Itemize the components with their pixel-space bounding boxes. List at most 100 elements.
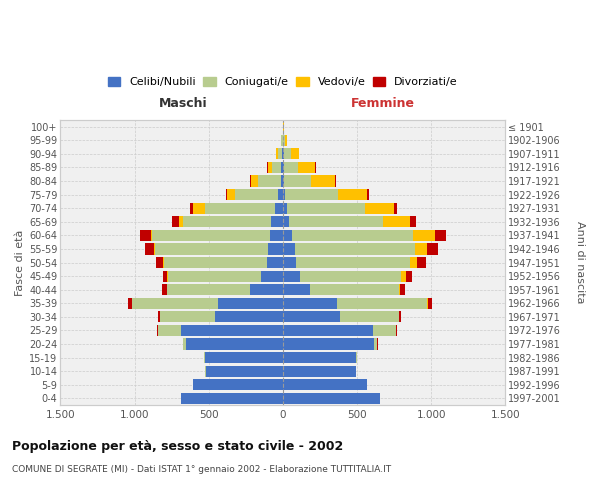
Bar <box>271 216 283 228</box>
Text: Popolazione per età, sesso e stato civile - 2002: Popolazione per età, sesso e stato civil… <box>12 440 343 453</box>
Bar <box>340 312 398 322</box>
Bar <box>291 148 299 160</box>
Bar <box>311 176 335 186</box>
Bar <box>400 312 401 322</box>
Bar <box>365 202 394 214</box>
Bar <box>417 257 427 268</box>
Bar <box>181 393 283 404</box>
Text: COMUNE DI SEGRATE (MI) - Dati ISTAT 1° gennaio 2002 - Elaborazione TUTTITALIA.IT: COMUNE DI SEGRATE (MI) - Dati ISTAT 1° g… <box>12 466 391 474</box>
Bar <box>266 257 283 268</box>
Bar <box>152 230 269 241</box>
Text: Maschi: Maschi <box>158 98 207 110</box>
Bar <box>283 352 356 363</box>
Bar <box>151 230 152 241</box>
Bar <box>281 162 283 173</box>
Bar <box>436 230 446 241</box>
Bar <box>396 325 397 336</box>
Bar <box>218 298 283 309</box>
Bar <box>226 189 227 200</box>
Bar <box>272 162 281 173</box>
Bar <box>259 176 281 186</box>
Bar <box>262 270 283 281</box>
Bar <box>410 216 416 228</box>
Bar <box>163 257 164 268</box>
Bar <box>179 216 184 228</box>
Bar <box>289 216 383 228</box>
Bar <box>383 216 410 228</box>
Bar <box>427 298 428 309</box>
Bar <box>187 338 283 349</box>
Bar <box>374 338 377 349</box>
Bar <box>394 202 397 214</box>
Bar <box>283 298 337 309</box>
Bar <box>227 189 235 200</box>
Bar <box>428 298 433 309</box>
Bar <box>156 257 163 268</box>
Bar <box>158 325 181 336</box>
Bar <box>398 312 400 322</box>
Bar <box>251 176 259 186</box>
Bar <box>283 284 310 296</box>
Bar <box>285 134 287 146</box>
Bar <box>167 284 250 296</box>
Bar <box>406 270 412 281</box>
Bar <box>299 270 401 281</box>
Bar <box>275 202 283 214</box>
Bar <box>283 162 284 173</box>
Bar <box>356 352 357 363</box>
Bar <box>172 216 179 228</box>
Bar <box>205 202 275 214</box>
Bar <box>204 352 205 363</box>
Bar <box>283 366 356 377</box>
Bar <box>283 244 295 254</box>
Bar <box>413 230 436 241</box>
Bar <box>131 298 218 309</box>
Bar <box>168 270 262 281</box>
Bar <box>283 393 380 404</box>
Bar <box>206 366 283 377</box>
Bar <box>283 270 299 281</box>
Bar <box>158 312 160 322</box>
Bar <box>268 244 283 254</box>
Bar <box>415 244 427 254</box>
Bar <box>184 216 271 228</box>
Bar <box>283 202 287 214</box>
Bar <box>284 148 291 160</box>
Bar <box>283 176 284 186</box>
Bar <box>190 202 193 214</box>
Bar <box>427 244 437 254</box>
Bar <box>335 176 336 186</box>
Bar <box>163 284 167 296</box>
Bar <box>287 202 365 214</box>
Bar <box>250 284 283 296</box>
Bar <box>283 189 285 200</box>
Bar <box>410 257 417 268</box>
Bar <box>292 230 413 241</box>
Bar <box>193 379 283 390</box>
Bar <box>400 284 405 296</box>
Bar <box>338 189 367 200</box>
Bar <box>145 244 154 254</box>
Bar <box>235 189 278 200</box>
Bar <box>278 148 282 160</box>
Bar <box>269 230 283 241</box>
Bar <box>283 325 373 336</box>
Bar <box>155 244 268 254</box>
Bar <box>283 216 289 228</box>
Bar <box>205 352 283 363</box>
Bar <box>276 148 278 160</box>
Bar <box>284 176 311 186</box>
Text: Femmine: Femmine <box>351 98 415 110</box>
Bar <box>283 312 340 322</box>
Bar <box>367 189 368 200</box>
Bar <box>157 325 158 336</box>
Bar <box>296 257 410 268</box>
Y-axis label: Fasce di età: Fasce di età <box>15 230 25 296</box>
Bar <box>283 257 296 268</box>
Bar <box>181 325 283 336</box>
Bar <box>281 176 283 186</box>
Bar <box>128 298 131 309</box>
Bar <box>337 298 427 309</box>
Bar <box>401 270 406 281</box>
Bar <box>285 189 338 200</box>
